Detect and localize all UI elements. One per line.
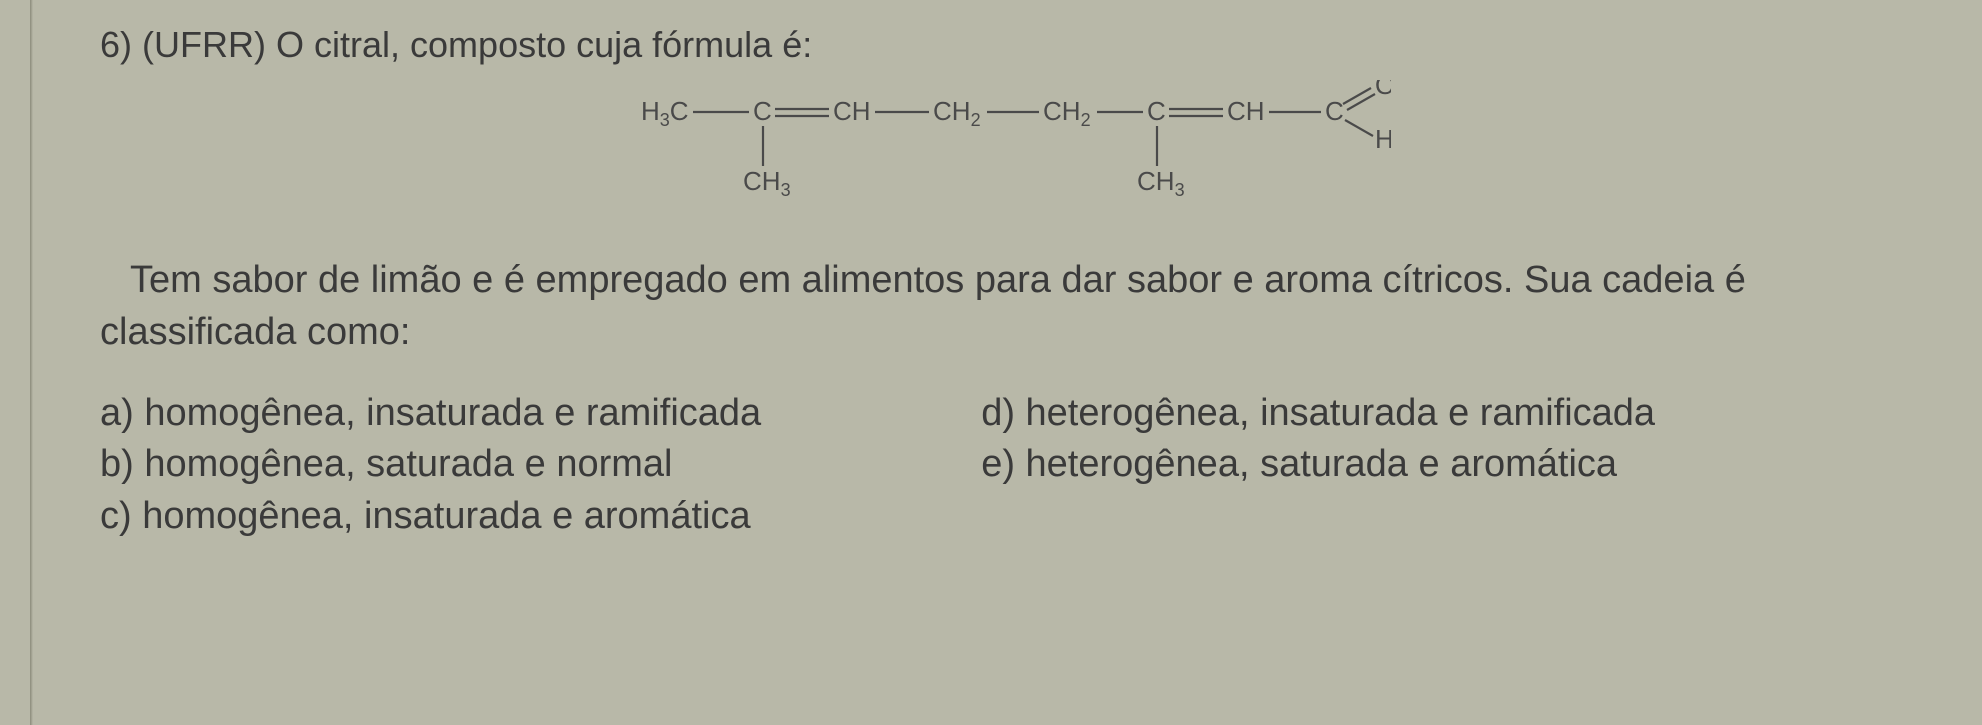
options-col-right: d) heterogênea, insaturada e ramificada … (981, 388, 1655, 542)
atom-c3: C (1325, 96, 1344, 126)
question-source: (UFRR) (142, 24, 266, 65)
atom-c1: C (753, 96, 772, 126)
atom-ch1: CH (833, 96, 871, 126)
question-intro: O citral, composto cuja fórmula é: (276, 24, 812, 65)
atom-ch3b: CH3 (1137, 166, 1185, 200)
question-body: Tem sabor de limão e é empregado em alim… (100, 255, 1922, 358)
atom-h3c: H3C (641, 96, 689, 130)
atom-c2: C (1147, 96, 1166, 126)
atom-ch2b: CH2 (1043, 96, 1091, 130)
option-c: c) homogênea, insaturada e aromática (100, 491, 761, 542)
option-b: b) homogênea, saturada e normal (100, 439, 761, 490)
bond-double-o (1343, 88, 1371, 104)
option-e: e) heterogênea, saturada e aromática (981, 439, 1655, 490)
options-container: a) homogênea, insaturada e ramificada b)… (100, 388, 1922, 542)
page-left-edge (30, 0, 33, 725)
option-d: d) heterogênea, insaturada e ramificada (981, 388, 1655, 439)
question-number: 6) (100, 24, 132, 65)
chemical-structure: H3C C CH CH2 CH2 C CH C O (100, 80, 1922, 225)
question-header: 6) (UFRR) O citral, composto cuja fórmul… (100, 20, 1922, 70)
options-col-left: a) homogênea, insaturada e ramificada b)… (100, 388, 761, 542)
atom-ch2: CH (1227, 96, 1265, 126)
bond-single-h (1345, 120, 1373, 136)
atom-ch3a: CH3 (743, 166, 791, 200)
atom-ch2a: CH2 (933, 96, 981, 130)
atom-h: H (1375, 124, 1391, 154)
citral-formula-svg: H3C C CH CH2 CH2 C CH C O (631, 80, 1391, 220)
option-a: a) homogênea, insaturada e ramificada (100, 388, 761, 439)
atom-o: O (1375, 80, 1391, 100)
bond-double-o (1347, 94, 1375, 110)
